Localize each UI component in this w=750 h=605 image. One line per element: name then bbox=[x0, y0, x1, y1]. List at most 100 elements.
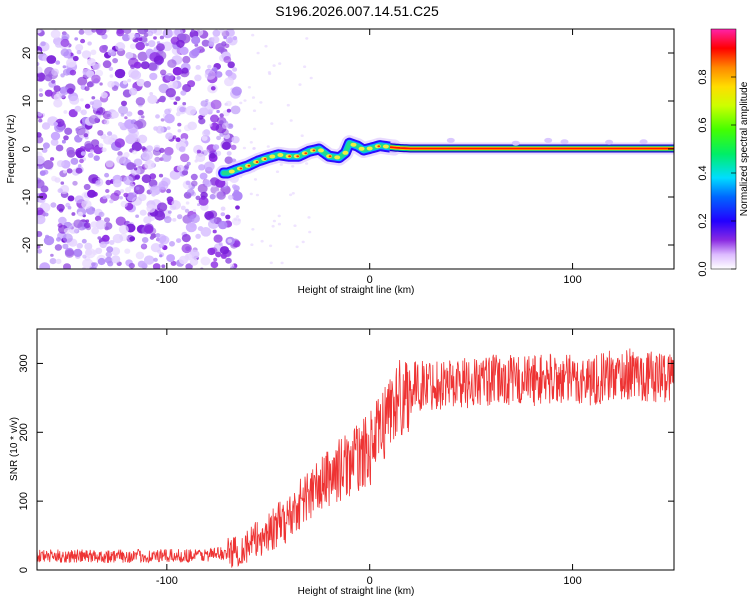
spectrogram-y-tick-label: 10 bbox=[21, 95, 33, 107]
spectrogram-noise-blob bbox=[112, 58, 118, 64]
spectrogram-noise-blob bbox=[185, 222, 197, 233]
spectrogram-noise-blob bbox=[224, 156, 233, 164]
spectrogram-noise-blob bbox=[119, 189, 125, 194]
spectrogram-noise-blob bbox=[147, 94, 158, 104]
spectrogram-noise-blob bbox=[209, 217, 218, 224]
spectrogram-noise-blob bbox=[195, 153, 206, 163]
spectrogram-noise-blob bbox=[259, 101, 263, 104]
spectrogram-noise-blob bbox=[185, 263, 193, 269]
spectrogram-noise-blob bbox=[243, 99, 247, 102]
spectrogram-noise-blob bbox=[37, 244, 41, 249]
spectrogram-noise-blob bbox=[40, 41, 46, 47]
spectrogram-noise-blob bbox=[138, 193, 147, 202]
spectrogram-noise-blob bbox=[249, 192, 253, 196]
spectrogram-noise-blob bbox=[216, 191, 226, 200]
spectrogram-noise-blob bbox=[98, 211, 105, 218]
spectrogram-noise-blob bbox=[182, 102, 187, 106]
spectrogram-noise-blob bbox=[131, 142, 142, 152]
spectrogram-noise-blob bbox=[183, 124, 192, 132]
spectrogram-track-envelope bbox=[221, 140, 397, 176]
spectrogram-track-bump bbox=[560, 139, 569, 145]
spectrogram-noise-blob bbox=[124, 248, 131, 254]
spectrogram-noise-blob bbox=[247, 86, 251, 89]
chart-title: S196.2026.007.14.51.C25 bbox=[275, 3, 439, 19]
spectrogram-noise-blob bbox=[80, 98, 84, 102]
spectrogram-noise-blob bbox=[172, 218, 177, 222]
spectrogram-x-label: Height of straight line (km) bbox=[298, 285, 415, 296]
spectrogram-noise-blob bbox=[50, 29, 61, 39]
spectrogram-noise-blob bbox=[76, 50, 82, 55]
snr-x-ticks: -100 0 100 bbox=[156, 329, 582, 587]
spectrogram-noise-blob bbox=[210, 114, 219, 123]
spectrogram-noise-blob bbox=[210, 99, 222, 110]
spectrogram-noise-blob bbox=[118, 121, 124, 127]
spectrogram-noise-blob bbox=[79, 146, 86, 152]
spectrogram-noise-blob bbox=[93, 155, 100, 162]
spectrogram-noise-blob bbox=[215, 251, 222, 258]
spectrogram-noise-blob bbox=[127, 78, 132, 83]
spectrogram-track-bump bbox=[639, 139, 648, 145]
spectrogram-noise-blob bbox=[61, 139, 66, 144]
spectrogram-noise-blob bbox=[237, 218, 241, 222]
spectrogram-noise-blob bbox=[253, 178, 258, 181]
spectrogram-track-hotspot bbox=[228, 169, 235, 174]
spectrogram-x-tick-label: 0 bbox=[367, 274, 373, 286]
spectrogram-noise-blob bbox=[198, 107, 209, 116]
spectrogram-noise-blob bbox=[266, 145, 270, 148]
colorbar-label: Normalized spectral amplitude bbox=[739, 81, 750, 216]
spectrogram-noise-blob bbox=[250, 243, 254, 246]
spectrogram-noise-blob bbox=[133, 184, 145, 195]
spectrogram-noise-blob bbox=[89, 101, 94, 105]
spectrogram-noise-blob bbox=[161, 264, 166, 269]
spectrogram-y-tick-label: 0 bbox=[21, 146, 33, 152]
spectrogram-noise-blob bbox=[83, 222, 91, 229]
spectrogram-noise-blob bbox=[148, 179, 158, 188]
spectrogram-noise-blob bbox=[252, 147, 256, 150]
spectrogram-noise-blob bbox=[153, 36, 157, 40]
spectrogram-noise-blob bbox=[80, 109, 87, 116]
spectrogram-noise-blob bbox=[96, 107, 106, 116]
spectrogram-noise-blob bbox=[62, 65, 67, 69]
spectrogram-noise-blob bbox=[112, 179, 122, 188]
spectrogram-noise-blob bbox=[192, 209, 197, 213]
spectrogram-noise-blob bbox=[77, 211, 83, 217]
spectrogram-noise-blob bbox=[60, 73, 65, 78]
spectrogram-noise-blob bbox=[91, 74, 101, 84]
spectrogram-noise-blob bbox=[309, 76, 313, 80]
spectrogram-noise-blob bbox=[232, 67, 238, 72]
spectrogram-noise-blob bbox=[72, 55, 79, 62]
spectrogram-noise-blob bbox=[249, 141, 253, 144]
spectrogram-noise-blob bbox=[92, 99, 102, 109]
spectrogram-noise-blob bbox=[97, 236, 102, 240]
snr-frame bbox=[36, 328, 675, 571]
spectrogram-noise-blob bbox=[197, 183, 208, 194]
spectrogram-noise-blob bbox=[269, 244, 273, 248]
spectrogram-noise-blob bbox=[203, 161, 215, 172]
spectrogram-track-hotspot bbox=[358, 146, 365, 151]
spectrogram-noise-blob bbox=[239, 101, 243, 105]
spectrogram-noise-blob bbox=[144, 159, 155, 170]
spectrogram-noise-blob bbox=[224, 43, 230, 49]
spectrogram-noise-blob bbox=[118, 105, 129, 115]
spectrogram-noise-blob bbox=[187, 80, 196, 88]
spectrogram-noise-blob bbox=[198, 164, 206, 171]
spectrogram-noise-blob bbox=[190, 173, 198, 181]
spectrogram-noise-blob bbox=[105, 194, 111, 199]
spectrogram-noise-blob bbox=[178, 146, 186, 153]
snr-y-tick-label: 300 bbox=[18, 354, 30, 372]
spectrogram-noise-blob bbox=[76, 242, 84, 249]
spectrogram-noise-blob bbox=[84, 29, 94, 36]
spectrogram-noise-blob bbox=[84, 86, 90, 92]
spectrogram-noise-blob bbox=[66, 168, 73, 174]
spectrogram-noise-blob bbox=[233, 189, 240, 196]
spectrogram-noise-blob bbox=[63, 227, 71, 234]
spectrogram-track-bump bbox=[605, 139, 614, 145]
spectrogram-noise-blob bbox=[167, 210, 172, 214]
spectrogram-noise-blob bbox=[54, 177, 61, 183]
spectrogram-noise-blob bbox=[107, 49, 116, 56]
spectrogram-noise-blob bbox=[66, 58, 77, 68]
spectrogram-noise-blob bbox=[37, 72, 46, 82]
spectrogram-noise-blob bbox=[125, 52, 134, 59]
spectrogram-noise-blob bbox=[172, 66, 183, 76]
